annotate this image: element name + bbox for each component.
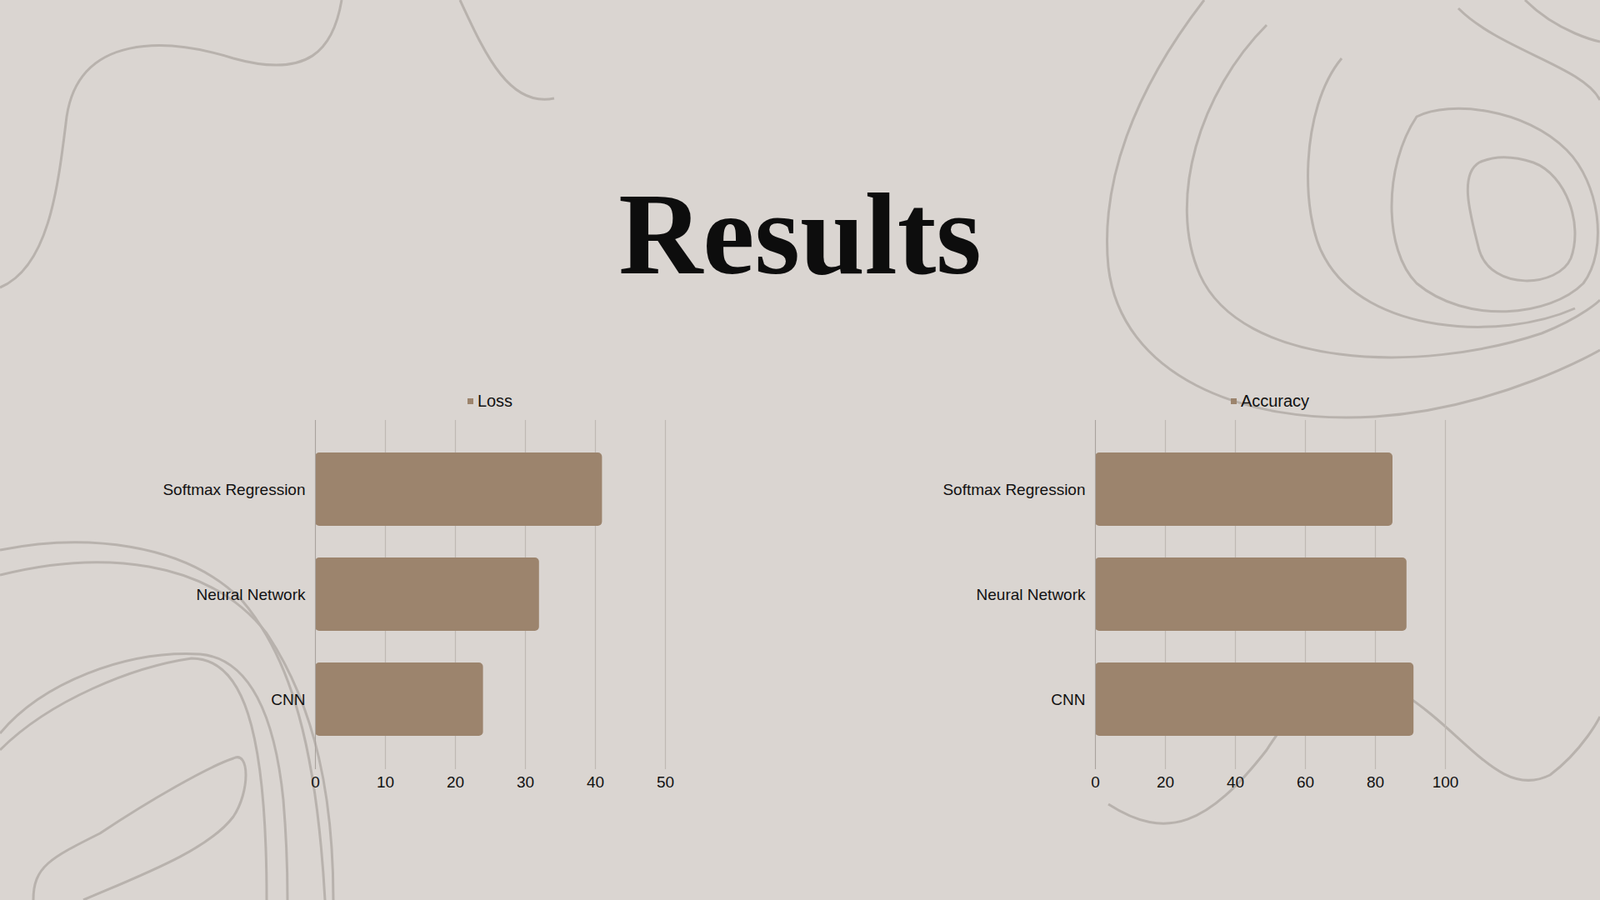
svg-text:Neural Network: Neural Network xyxy=(196,585,306,604)
svg-text:Neural Network: Neural Network xyxy=(976,585,1086,604)
svg-text:20: 20 xyxy=(1156,773,1175,791)
html-text:Loss: Loss xyxy=(477,391,513,410)
svg-text:40: 40 xyxy=(586,773,605,791)
svg-text:Softmax Regression: Softmax Regression xyxy=(942,480,1085,499)
html-text:Results: Results xyxy=(618,169,982,299)
svg-text:CNN: CNN xyxy=(1050,690,1085,709)
svg-text:10: 10 xyxy=(376,773,395,791)
svg-text:80: 80 xyxy=(1366,773,1385,791)
html-text:Accuracy: Accuracy xyxy=(1240,391,1310,410)
svg-text:Softmax Regression: Softmax Regression xyxy=(162,480,305,499)
svg-text:0: 0 xyxy=(310,773,320,791)
svg-text:20: 20 xyxy=(446,773,465,791)
svg-text:60: 60 xyxy=(1296,773,1315,791)
svg-text:100: 100 xyxy=(1432,773,1460,791)
svg-text:CNN: CNN xyxy=(270,690,305,709)
svg-text:40: 40 xyxy=(1226,773,1245,791)
svg-text:30: 30 xyxy=(516,773,535,791)
svg-text:0: 0 xyxy=(1090,773,1100,791)
svg-text:50: 50 xyxy=(656,773,675,791)
